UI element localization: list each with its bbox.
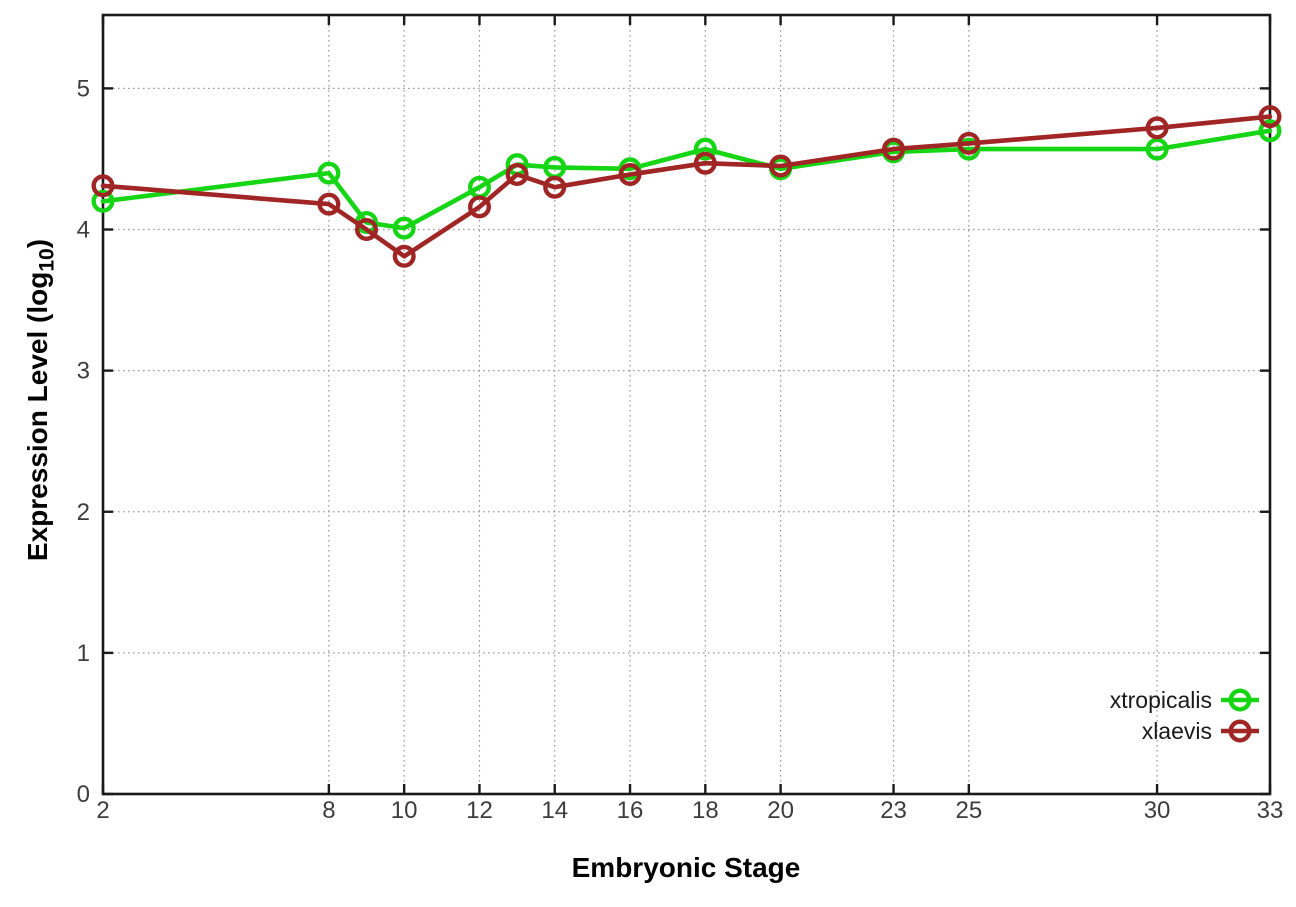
legend-marker-xtropicalis [1228, 688, 1252, 712]
ytick-label-4: 4 [77, 217, 90, 244]
xtick-label-20: 20 [767, 797, 794, 824]
xtick-label-16: 16 [617, 797, 644, 824]
y-axis-title-subscript: 10 [35, 248, 59, 272]
ytick-label-1: 1 [77, 640, 90, 667]
ytick-label-2: 2 [77, 499, 90, 526]
legend-label-xtropicalis: xtropicalis [1110, 687, 1212, 713]
marker-xlaevis-stage-8 [317, 192, 341, 216]
marker-xlaevis-stage-14 [543, 175, 567, 199]
y-axis-title-close-paren: ) [22, 238, 53, 249]
marker-xtropicalis-stage-2 [91, 189, 115, 213]
legend-entry-xtropicalis: xtropicalis [1110, 687, 1259, 713]
legend-entry-xlaevis: xlaevis [1142, 718, 1259, 744]
xtick-label-14: 14 [541, 797, 568, 824]
marker-xtropicalis-stage-10 [392, 216, 416, 240]
marker-xtropicalis-stage-8 [317, 161, 341, 185]
marker-xtropicalis-stage-30 [1145, 137, 1169, 161]
plot-border [101, 13, 1272, 796]
marker-xlaevis-stage-18 [693, 151, 717, 175]
xtick-label-23: 23 [880, 797, 907, 824]
legend-marker-xlaevis [1228, 719, 1252, 743]
xtick-label-33: 33 [1257, 797, 1284, 824]
marker-xlaevis-stage-12 [468, 195, 492, 219]
marker-xlaevis-stage-33 [1258, 105, 1282, 129]
series-xtropicalis [91, 119, 1282, 240]
ytick-label-3: 3 [77, 358, 90, 385]
marker-xlaevis-stage-2 [91, 174, 115, 198]
legend: xtropicalis xlaevis [1110, 687, 1259, 744]
xtick-label-18: 18 [692, 797, 719, 824]
xtick-label-30: 30 [1144, 797, 1171, 824]
marker-xlaevis-stage-23 [882, 137, 906, 161]
marker-xtropicalis-stage-18 [693, 137, 717, 161]
marker-xtropicalis-stage-33 [1258, 119, 1282, 143]
series-xtropicalis-line [100, 128, 1273, 231]
y-axis-title: Expression Level (log10) [17, 170, 59, 630]
xtick-label-8: 8 [322, 797, 335, 824]
marker-xlaevis-stage-9 [355, 217, 379, 241]
xtick-label-10: 10 [391, 797, 418, 824]
tick-marks [101, 15, 1272, 796]
marker-xlaevis-stage-16 [618, 162, 642, 186]
series-xlaevis-line [100, 114, 1273, 259]
marker-xlaevis-stage-20 [769, 154, 793, 178]
legend-label-xlaevis: xlaevis [1142, 718, 1212, 744]
ytick-label-5: 5 [77, 75, 90, 102]
marker-xlaevis-stage-13 [505, 162, 529, 186]
series-xlaevis [91, 105, 1282, 268]
marker-xlaevis-stage-30 [1145, 116, 1169, 140]
x-axis-title: Embryonic Stage [571, 852, 801, 883]
y-axis-title-text: Expression Level (log [22, 271, 53, 562]
xtick-label-25: 25 [955, 797, 982, 824]
xtick-label-2: 2 [96, 797, 109, 824]
marker-xlaevis-stage-25 [957, 131, 981, 155]
marker-xlaevis-stage-10 [392, 244, 416, 268]
xtick-label-12: 12 [466, 797, 493, 824]
ytick-label-0: 0 [77, 781, 90, 808]
